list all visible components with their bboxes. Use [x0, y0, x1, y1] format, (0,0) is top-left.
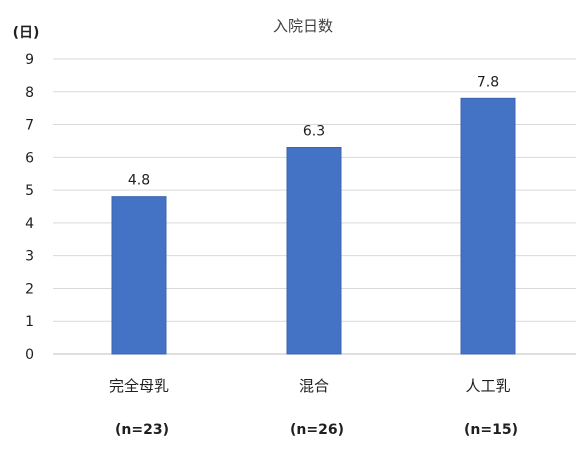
data-label: 6.3: [303, 124, 325, 140]
y-tick-label: 9: [25, 52, 34, 68]
category-label: 完全母乳: [109, 377, 169, 395]
data-label: 4.8: [128, 173, 150, 189]
bar: [111, 196, 167, 355]
sample-size-label: (n=15): [464, 422, 518, 438]
y-tick-label: 6: [25, 150, 34, 166]
sample-size-label: (n=23): [115, 422, 169, 438]
bar: [460, 97, 516, 355]
y-tick-label: 7: [25, 118, 34, 134]
y-tick-label: 2: [25, 281, 34, 297]
y-tick-label: 0: [25, 347, 34, 363]
y-axis-unit-label: (日): [13, 25, 40, 41]
data-labels: 4.8 6.3 7.8: [128, 74, 499, 188]
bars: [111, 97, 516, 355]
y-tick-label: 4: [25, 216, 34, 232]
y-axis-ticks: 0 1 2 3 4 5 6 7 8 9: [25, 52, 34, 363]
y-tick-label: 5: [25, 183, 34, 199]
x-axis-categories: 完全母乳 混合 人工乳: [109, 377, 511, 395]
sample-size-notes: (n=23) (n=26) (n=15): [115, 422, 518, 438]
y-tick-label: 8: [25, 85, 34, 101]
y-tick-label: 3: [25, 249, 34, 265]
chart-title: 入院日数: [273, 17, 333, 35]
bar: [286, 147, 342, 355]
category-label: 人工乳: [465, 377, 510, 395]
y-tick-label: 1: [25, 314, 34, 330]
data-label: 7.8: [477, 74, 499, 90]
sample-size-label: (n=26): [290, 422, 344, 438]
category-label: 混合: [299, 377, 329, 395]
